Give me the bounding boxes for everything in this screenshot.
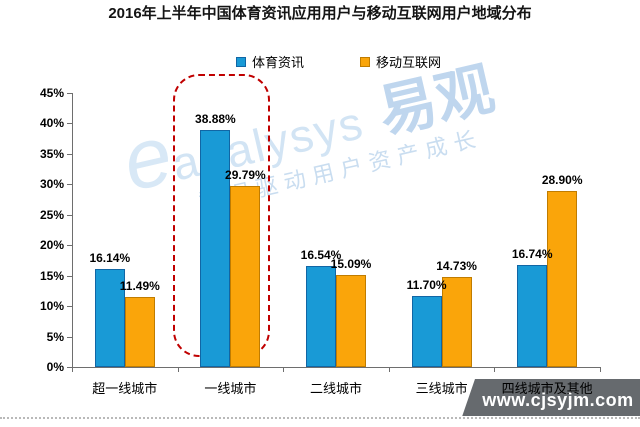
x-axis-tick <box>494 367 496 372</box>
bar <box>441 277 472 367</box>
y-axis-tick <box>67 93 72 94</box>
value-label: 38.88% <box>195 112 236 127</box>
bar <box>124 297 155 367</box>
value-label: 16.54% <box>300 248 342 263</box>
category-label: 三线城市 <box>415 381 468 396</box>
bar <box>94 268 125 367</box>
value-label: 28.90% <box>541 173 583 188</box>
bar <box>517 265 548 367</box>
chart-title: 2016年上半年中国体育资讯应用用户与移动互联网用户地域分布 <box>108 5 532 22</box>
bar <box>230 185 261 367</box>
value-label: 16.14% <box>89 250 131 265</box>
y-axis-label: 35% <box>39 146 64 161</box>
y-axis-tick <box>67 306 72 308</box>
y-axis-line <box>72 93 73 367</box>
y-axis-tick <box>67 153 72 155</box>
bar <box>200 130 231 367</box>
value-label: 16.74% <box>511 247 553 262</box>
website-url: www.cjsyjm.com <box>482 390 634 410</box>
y-axis-tick <box>67 275 72 277</box>
y-axis-tick <box>67 336 72 338</box>
y-axis-tick <box>67 214 72 216</box>
value-label: 11.49% <box>119 279 160 294</box>
y-axis-label: 45% <box>39 86 64 100</box>
legend-item: 移动互联网 <box>360 52 441 71</box>
bottom-divider <box>0 417 640 419</box>
y-axis-label: 10% <box>39 299 64 314</box>
bar <box>306 266 336 367</box>
category-label: 四线城市及其他 <box>501 381 593 396</box>
legend-label: 移动互联网 <box>376 55 442 70</box>
y-axis-label: 30% <box>39 177 64 192</box>
y-axis-tick <box>67 123 72 125</box>
x-axis-tick <box>72 367 73 372</box>
bar <box>411 295 442 367</box>
legend-label: 体育资讯 <box>252 55 305 70</box>
x-axis-tick <box>388 367 390 372</box>
x-axis-line <box>72 367 600 368</box>
y-axis-tick <box>67 184 72 186</box>
y-axis-tick <box>67 367 72 368</box>
y-axis-label: 25% <box>39 207 64 222</box>
bar <box>336 275 366 367</box>
legend-swatch-icon <box>236 56 246 67</box>
value-label: 29.79% <box>225 167 266 182</box>
x-axis-tick <box>177 367 179 372</box>
y-axis-label: 40% <box>39 116 64 131</box>
value-label: 14.73% <box>436 259 477 274</box>
x-axis-tick <box>600 367 601 372</box>
bar <box>547 191 578 367</box>
y-axis-label: 15% <box>39 268 64 283</box>
category-label: 一线城市 <box>204 381 257 396</box>
value-label: 11.70% <box>406 277 447 292</box>
legend-item: 体育资讯 <box>236 52 304 71</box>
y-axis-label: 0% <box>46 360 64 374</box>
legend-swatch-icon <box>360 56 370 67</box>
x-axis-tick <box>283 367 285 372</box>
category-label: 超一线城市 <box>92 381 158 396</box>
value-label: 15.09% <box>330 257 372 272</box>
category-label: 二线城市 <box>309 381 362 396</box>
y-axis-tick <box>67 245 72 247</box>
y-axis-label: 5% <box>46 329 64 344</box>
y-axis-label: 20% <box>39 238 64 253</box>
